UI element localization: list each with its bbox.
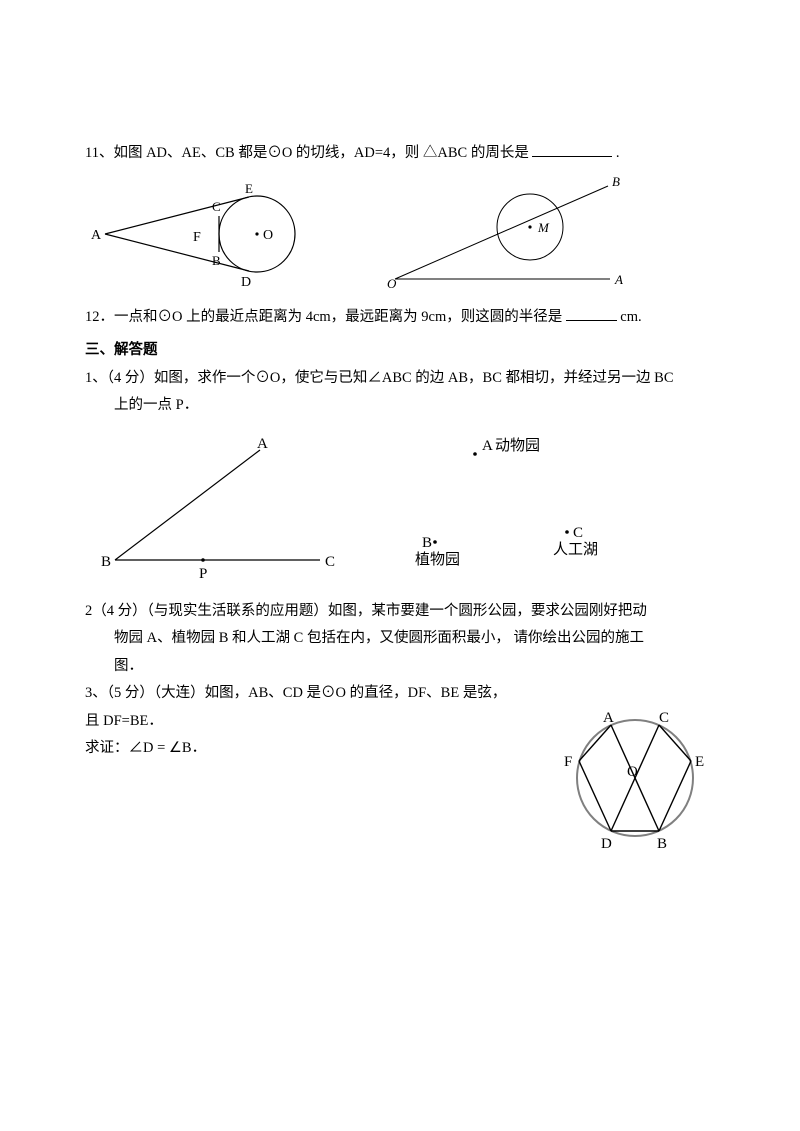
p2-B: B xyxy=(422,535,432,551)
label-M: M xyxy=(537,220,550,235)
label-F: F xyxy=(193,230,201,245)
p2-A-zh: 动物园 xyxy=(495,437,540,454)
p2-figure: A 动物园 B 植物园 C 人工湖 xyxy=(345,432,645,582)
p1-A: A xyxy=(257,436,268,452)
q11-blank xyxy=(532,142,612,158)
q11-figures: A E C F B D O M O A B xyxy=(85,174,715,294)
p2-B-zh: 植物园 xyxy=(415,551,460,568)
p3-figure: A C F E O D B xyxy=(555,698,715,858)
p2-line3: 图． xyxy=(85,653,715,681)
p3-line3: 求证：∠D = ∠B． xyxy=(85,735,555,763)
q11-fig-left: A E C F B D O xyxy=(85,179,315,289)
p1-figure: A B C P xyxy=(85,432,345,582)
p3-D: D xyxy=(601,836,612,852)
p1-C: C xyxy=(325,554,335,570)
p2-C: C xyxy=(573,525,583,541)
label-O2: O xyxy=(387,276,397,291)
section3-title: 三、解答题 xyxy=(85,337,715,365)
label-D: D xyxy=(241,275,251,289)
p1p2-figures: A B C P A 动物园 B 植物园 C 人工湖 xyxy=(85,432,715,582)
p3-C: C xyxy=(659,710,669,726)
p1-B: B xyxy=(101,554,111,570)
q12-text-a: 12．一点和⊙O 上的最近点距离为 4cm，最远距离为 9cm，则这圆的半径是 xyxy=(85,309,562,325)
p1-P: P xyxy=(199,566,207,582)
p2-line1: 2（4 分）（与现实生活联系的应用题）如图，某市要建一个圆形公园，要求公园刚好把… xyxy=(85,598,715,626)
label-A: A xyxy=(91,228,102,243)
label-C: C xyxy=(212,199,221,214)
p2-C-zh: 人工湖 xyxy=(553,541,598,558)
q12-text-b: cm. xyxy=(620,309,641,325)
p1-line2: 上的一点 P． xyxy=(85,392,715,420)
q11-fig-right: M O A B xyxy=(375,174,635,294)
p1-line1: 1、（4 分）如图，求作一个⊙O，使它与已知∠ABC 的边 AB，BC 都相切，… xyxy=(85,365,715,393)
p3-A: A xyxy=(603,710,614,726)
q11-text-a: 11、如图 AD、AE、CB 都是⊙O 的切线，AD=4，则 △ABC 的周长是 xyxy=(85,145,532,161)
q11-text: 11、如图 AD、AE、CB 都是⊙O 的切线，AD=4，则 △ABC 的周长是… xyxy=(85,140,715,168)
label-B: B xyxy=(212,253,221,268)
p3-E: E xyxy=(695,754,704,770)
p3-Bb: B xyxy=(657,836,667,852)
p3-line1: 3、（5 分）（大连）如图，AB、CD 是⊙O 的直径，DF、BE 是弦， xyxy=(85,680,555,708)
label-E: E xyxy=(245,181,253,196)
p2-line2: 物园 A、植物园 B 和人工湖 C 包括在内，又使圆形面积最小， 请你绘出公园的… xyxy=(85,625,715,653)
q11-text-b: . xyxy=(616,145,620,161)
label-O: O xyxy=(263,228,273,243)
q12-text: 12．一点和⊙O 上的最近点距离为 4cm，最远距离为 9cm，则这圆的半径是 … xyxy=(85,304,715,332)
q12-blank xyxy=(566,305,617,321)
p3-line2: 且 DF=BE． xyxy=(85,708,555,736)
label-A2: A xyxy=(614,272,623,287)
p2-A: A xyxy=(482,438,493,454)
label-B2: B xyxy=(612,174,620,189)
p3-O: O xyxy=(627,764,638,780)
p3-row: 3、（5 分）（大连）如图，AB、CD 是⊙O 的直径，DF、BE 是弦， 且 … xyxy=(85,680,715,858)
p3-F: F xyxy=(564,754,572,770)
